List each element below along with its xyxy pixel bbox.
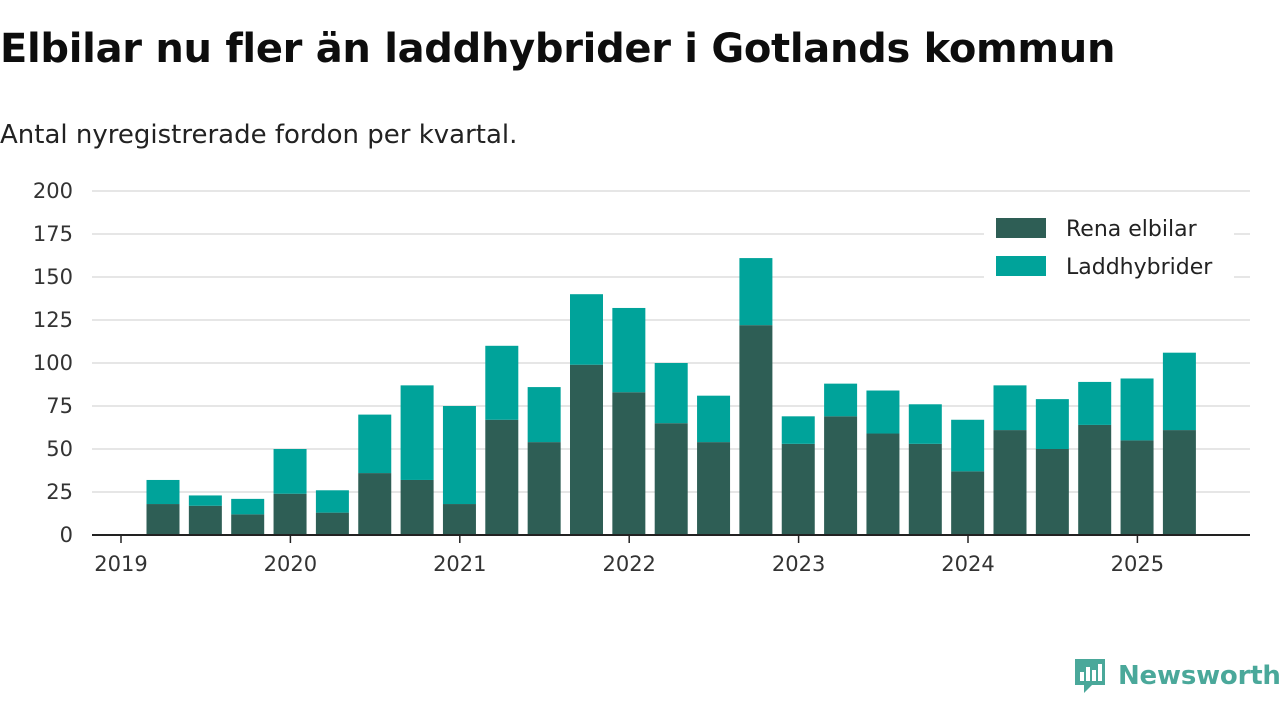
bar-segment — [485, 419, 519, 535]
x-tick-label: 2022 — [602, 552, 655, 576]
bar-segment — [527, 442, 561, 535]
bar-segment — [951, 419, 985, 472]
bar-segment — [485, 345, 519, 420]
x-tick-label: 2020 — [264, 552, 317, 576]
bar-segment — [315, 490, 349, 513]
chart-title: Elbilar nu fler än laddhybrider i Gotlan… — [0, 26, 1116, 72]
bar-segment — [781, 443, 815, 535]
legend-label: Rena elbilar — [1066, 217, 1198, 242]
legend: Rena elbilar Laddhybrider — [984, 198, 1234, 288]
bar-segment — [400, 385, 434, 480]
axes: 0 25 50 75 100 125 150 175 200 2019 2020 2021 2022 20… — [33, 179, 1250, 576]
bar-segment — [146, 479, 180, 505]
bar-segment — [1120, 440, 1154, 535]
bar-segment — [231, 498, 265, 515]
bar-segment — [908, 443, 942, 535]
brand-name: Newsworthy — [1118, 661, 1280, 691]
bar-segment — [697, 442, 731, 535]
bar-segment — [442, 406, 476, 505]
legend-swatch — [996, 256, 1046, 276]
bar-segment — [358, 414, 392, 474]
bar-segment — [654, 363, 688, 424]
bar-segment — [824, 416, 858, 535]
bar-segment — [1120, 378, 1154, 441]
bar-segment — [697, 395, 731, 443]
bar-segment — [570, 364, 603, 535]
y-tick-label: 125 — [33, 308, 73, 332]
bar-segment — [1035, 399, 1069, 449]
bar-segment — [188, 505, 222, 535]
bars — [146, 258, 1196, 535]
y-tick-label: 100 — [33, 351, 73, 375]
bar-segment — [612, 392, 646, 535]
y-tick-label: 200 — [33, 179, 73, 203]
stacked-bar-chart: 0 25 50 75 100 125 150 175 200 2019 2020 2021 2022 20… — [33, 179, 1250, 576]
bar-segment — [866, 433, 900, 535]
bar-segment — [527, 387, 561, 443]
bar-segment — [1162, 352, 1196, 431]
bar-segment — [146, 504, 180, 535]
bar-segment — [866, 390, 900, 434]
x-tick-label: 2019 — [94, 552, 147, 576]
x-tick-label: 2021 — [433, 552, 486, 576]
bar-segment — [1078, 424, 1112, 535]
bar-segment — [358, 473, 392, 535]
bar-segment — [1035, 449, 1069, 535]
x-tick-label: 2023 — [772, 552, 825, 576]
bar-segment — [781, 416, 815, 444]
bar-segment — [739, 258, 773, 326]
y-tick-label: 50 — [46, 437, 73, 461]
bar-segment — [654, 423, 688, 535]
bar-segment — [400, 479, 434, 535]
bar-segment — [315, 512, 349, 535]
bar-segment — [993, 385, 1027, 431]
legend-swatch — [996, 218, 1046, 238]
y-tick-label: 0 — [60, 523, 73, 547]
bar-segment — [442, 504, 476, 535]
bar-segment — [908, 404, 942, 444]
bar-segment — [570, 294, 603, 365]
bar-segment — [273, 493, 307, 535]
bar-segment — [231, 514, 265, 535]
bar-segment — [1078, 381, 1112, 425]
bar-segment — [824, 383, 858, 417]
x-tick-label: 2024 — [941, 552, 994, 576]
newsworthy-logo: Newsworthy — [1072, 654, 1280, 698]
legend-label: Laddhybrider — [1066, 255, 1213, 280]
newsworthy-logo-icon — [1075, 659, 1105, 693]
bar-segment — [612, 307, 646, 393]
bar-segment — [739, 325, 773, 535]
y-tick-label: 150 — [33, 265, 73, 289]
bar-segment — [1162, 430, 1196, 535]
bar-segment — [951, 471, 985, 535]
y-tick-label: 175 — [33, 222, 73, 246]
bar-segment — [993, 430, 1027, 535]
y-tick-label: 75 — [46, 394, 73, 418]
x-tick-label: 2025 — [1111, 552, 1164, 576]
bar-segment — [273, 449, 307, 494]
y-tick-label: 25 — [46, 480, 73, 504]
bar-segment — [188, 495, 222, 506]
chart-subtitle: Antal nyregistrerade fordon per kvartal. — [0, 120, 518, 150]
